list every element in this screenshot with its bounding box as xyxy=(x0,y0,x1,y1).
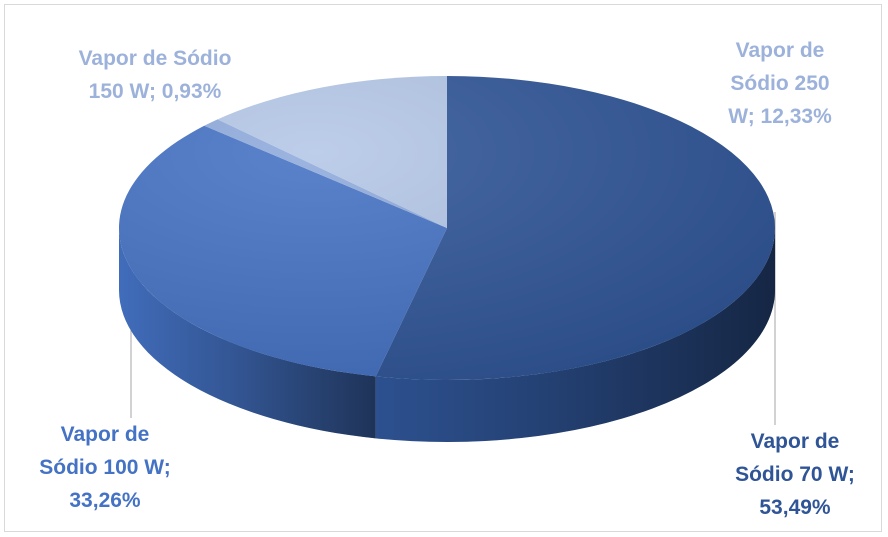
pie-side xyxy=(119,228,775,442)
data-label-100w: Vapor de Sódio 100 W; 33,26% xyxy=(39,423,171,512)
pie-side-shade-1 xyxy=(119,228,376,439)
pie-side-shade-0 xyxy=(375,228,775,442)
pie-top-shade xyxy=(119,76,775,380)
data-label-70w: Vapor de Sódio 70 W; 53,49% xyxy=(735,430,855,519)
data-label-250w: Vapor de Sódio 250 W; 12,33% xyxy=(728,39,832,128)
pie-top xyxy=(118,76,775,380)
data-label-150w: Vapor de Sódio 150 W; 0,93% xyxy=(78,47,232,103)
